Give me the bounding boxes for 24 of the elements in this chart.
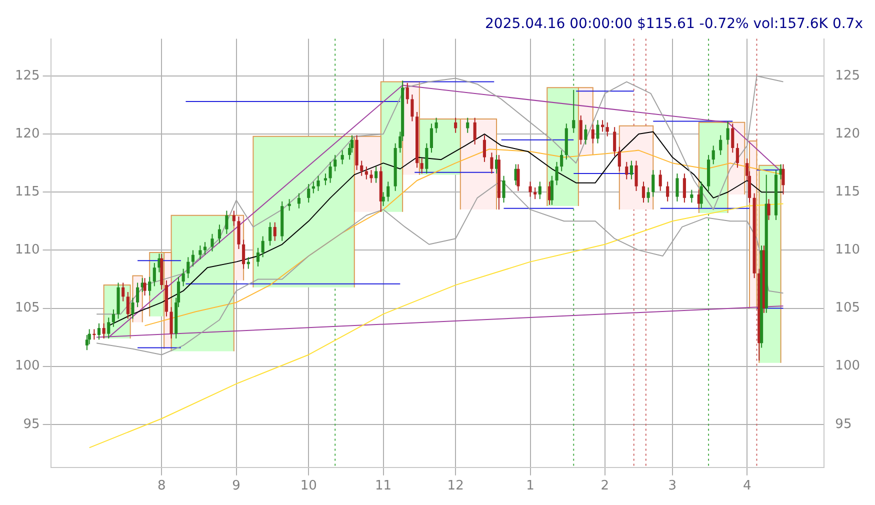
- y2-tick-label: 105: [835, 300, 860, 316]
- y2-tick-label: 125: [835, 68, 860, 84]
- y-tick-label: 95: [23, 416, 40, 432]
- x-tick-label: 8: [158, 478, 166, 494]
- x-tick-label: 12: [447, 478, 464, 494]
- y-tick-label: 120: [14, 126, 40, 142]
- y-tick-label: 115: [14, 184, 40, 200]
- y2-tick-label: 120: [835, 126, 860, 142]
- y2-tick-label: 110: [835, 242, 860, 258]
- y-tick-label: 110: [14, 242, 40, 258]
- x-tick-label: 4: [742, 478, 752, 494]
- y-tick-label: 100: [14, 358, 40, 374]
- x-tick-label: 11: [375, 478, 392, 494]
- x-tick-label: 3: [668, 478, 677, 494]
- x-tick-label: 9: [232, 478, 240, 494]
- y2-tick-label: 115: [835, 184, 860, 200]
- y2-tick-label: 95: [835, 416, 852, 432]
- chart-title: 2025.04.16 00:00:00 $115.61 -0.72% vol:157.6K 0.7x: [485, 16, 863, 32]
- y2-tick-label: 100: [835, 358, 860, 374]
- x-tick-label: 1: [526, 478, 534, 494]
- x-tick-label: 2: [600, 478, 610, 494]
- x-tick-label: 10: [300, 478, 317, 494]
- y-tick-label: 125: [14, 68, 40, 84]
- y-tick-label: 105: [14, 300, 40, 316]
